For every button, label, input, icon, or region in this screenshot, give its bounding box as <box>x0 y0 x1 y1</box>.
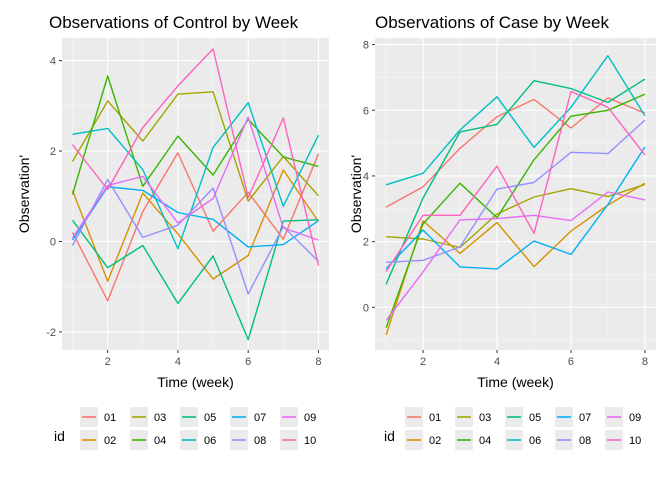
series-line-07 <box>385 146 646 270</box>
series-line-08 <box>71 178 319 295</box>
legend-label: 09 <box>629 412 641 424</box>
series-line-10 <box>385 90 646 272</box>
x-tick-label: 6 <box>568 356 574 368</box>
legend-label: 02 <box>104 435 116 447</box>
legend: id 01 02 03 04 05 06 07 08 09 10 <box>384 407 641 450</box>
legend-label: 09 <box>304 412 316 424</box>
series-line-01 <box>385 97 646 208</box>
y-tick-label: 0 <box>363 302 369 314</box>
x-axis-label: Time (week) <box>157 374 234 390</box>
series-line-04 <box>385 93 646 328</box>
series-line-05 <box>385 78 646 285</box>
y-tick-label: 2 <box>50 146 56 158</box>
series-line-08 <box>386 119 646 263</box>
series-line-02 <box>71 169 320 282</box>
series-line-02 <box>385 182 646 336</box>
series-line-03 <box>71 91 320 202</box>
legend-label: 03 <box>154 412 166 424</box>
legend-label: 04 <box>479 435 491 447</box>
series-line-07 <box>71 186 319 248</box>
legend-title: id <box>384 428 395 444</box>
plot-panel <box>375 38 656 350</box>
legend-label: 01 <box>429 412 441 424</box>
legend-title: id <box>54 428 65 444</box>
x-axis-label: Time (week) <box>477 374 554 390</box>
series-line-01 <box>71 152 320 302</box>
series-line-04 <box>71 75 319 195</box>
legend-label: 01 <box>104 412 116 424</box>
legend-label: 08 <box>579 435 591 447</box>
series-line-09 <box>385 191 646 321</box>
series-line-03 <box>386 183 646 249</box>
y-tick-label: 4 <box>363 171 369 183</box>
legend-label: 10 <box>304 435 316 447</box>
series-line-06 <box>385 55 646 186</box>
y-tick-label: 2 <box>363 237 369 249</box>
legend-label: 08 <box>254 435 266 447</box>
y-axis-label: Observation' <box>16 155 32 233</box>
legend-label: 05 <box>529 412 541 424</box>
y-tick-label: 4 <box>50 56 56 68</box>
series-line-06 <box>72 101 320 250</box>
series-line-05 <box>71 219 319 341</box>
legend: id 01 02 03 04 05 06 07 08 09 10 <box>54 407 316 450</box>
x-tick-label: 2 <box>420 356 426 368</box>
chart-title: Observations of Case by Week <box>375 13 610 32</box>
chart-title: Observations of Control by Week <box>49 13 299 32</box>
x-tick-label: 8 <box>642 356 648 368</box>
x-tick-label: 4 <box>175 356 181 368</box>
legend-label: 04 <box>154 435 166 447</box>
y-tick-label: 0 <box>50 236 56 248</box>
y-tick-label: -2 <box>46 327 56 339</box>
y-tick-label: 6 <box>363 105 369 117</box>
series-line-10 <box>71 48 320 266</box>
x-tick-label: 8 <box>315 356 321 368</box>
y-tick-label: 8 <box>363 40 369 52</box>
legend-label: 05 <box>204 412 216 424</box>
x-tick-label: 4 <box>494 356 500 368</box>
legend-label: 06 <box>204 435 216 447</box>
x-tick-label: 2 <box>105 356 111 368</box>
x-tick-label: 6 <box>245 356 251 368</box>
legend-label: 07 <box>254 412 266 424</box>
y-axis-label: Observation' <box>348 155 364 233</box>
legend-label: 07 <box>579 412 591 424</box>
legend-label: 06 <box>529 435 541 447</box>
series-line-09 <box>71 116 319 241</box>
legend-label: 02 <box>429 435 441 447</box>
legend-label: 03 <box>479 412 491 424</box>
legend-label: 10 <box>629 435 641 447</box>
